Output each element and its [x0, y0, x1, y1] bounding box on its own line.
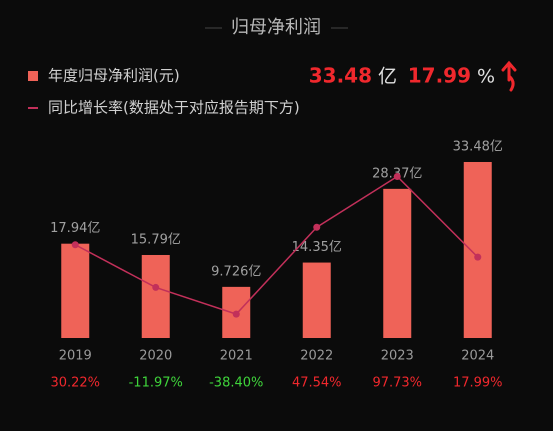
growth-point — [71, 241, 79, 249]
summary-change-unit: % — [477, 66, 495, 88]
x-tick-label: 2022 — [300, 349, 333, 364]
chart-title: 归母净利润 — [231, 17, 321, 38]
bar — [383, 188, 412, 338]
bar-value-label: 17.94亿 — [50, 221, 100, 236]
summary-value: 33.48 — [309, 64, 372, 88]
x-tick-label: 2021 — [220, 349, 253, 364]
bar — [141, 254, 170, 338]
bar-value-label: 14.35亿 — [292, 240, 342, 255]
growth-line — [74, 175, 479, 316]
x-tick-label: 2024 — [461, 349, 494, 364]
up-arrow — [501, 60, 517, 92]
legend-label: 同比增长率(数据处于对应报告期下方) — [48, 99, 300, 117]
growth-point — [393, 173, 401, 181]
summary-change: 17.99 — [408, 64, 471, 88]
x-tick-label: 2023 — [381, 349, 414, 364]
growth-label: 47.54% — [292, 376, 342, 391]
growth-label: -11.97% — [129, 376, 183, 391]
growth-point — [152, 283, 160, 291]
growth-label: 97.73% — [372, 376, 422, 391]
growth-label: 30.22% — [50, 376, 100, 391]
bar-value-label: 15.79亿 — [131, 232, 181, 247]
growth-label: 17.99% — [453, 376, 503, 391]
x-tick-label: 2019 — [59, 349, 92, 364]
bar — [302, 262, 331, 338]
growth-point — [474, 253, 482, 261]
bar — [61, 243, 90, 338]
growth-point — [232, 310, 240, 318]
bar — [463, 161, 492, 338]
x-tick-label: 2020 — [139, 349, 172, 364]
summary-unit: 亿 — [378, 66, 397, 88]
legend-swatch — [28, 71, 38, 81]
bar-value-label: 9.726亿 — [211, 264, 261, 279]
growth-label: -38.40% — [209, 376, 263, 391]
bar-value-label: 33.48亿 — [453, 139, 503, 154]
legend-label: 年度归母净利润(元) — [48, 67, 180, 85]
growth-point — [313, 223, 321, 231]
